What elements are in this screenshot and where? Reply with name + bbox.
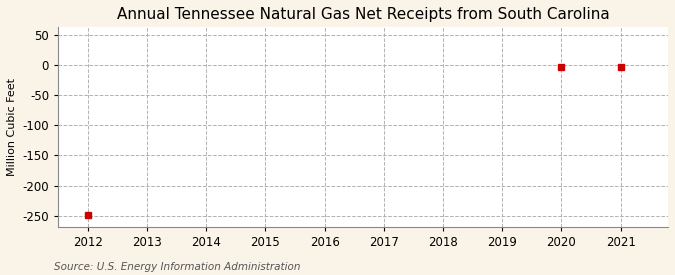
- Y-axis label: Million Cubic Feet: Million Cubic Feet: [7, 78, 17, 176]
- Text: Source: U.S. Energy Information Administration: Source: U.S. Energy Information Administ…: [54, 262, 300, 272]
- Title: Annual Tennessee Natural Gas Net Receipts from South Carolina: Annual Tennessee Natural Gas Net Receipt…: [117, 7, 610, 22]
